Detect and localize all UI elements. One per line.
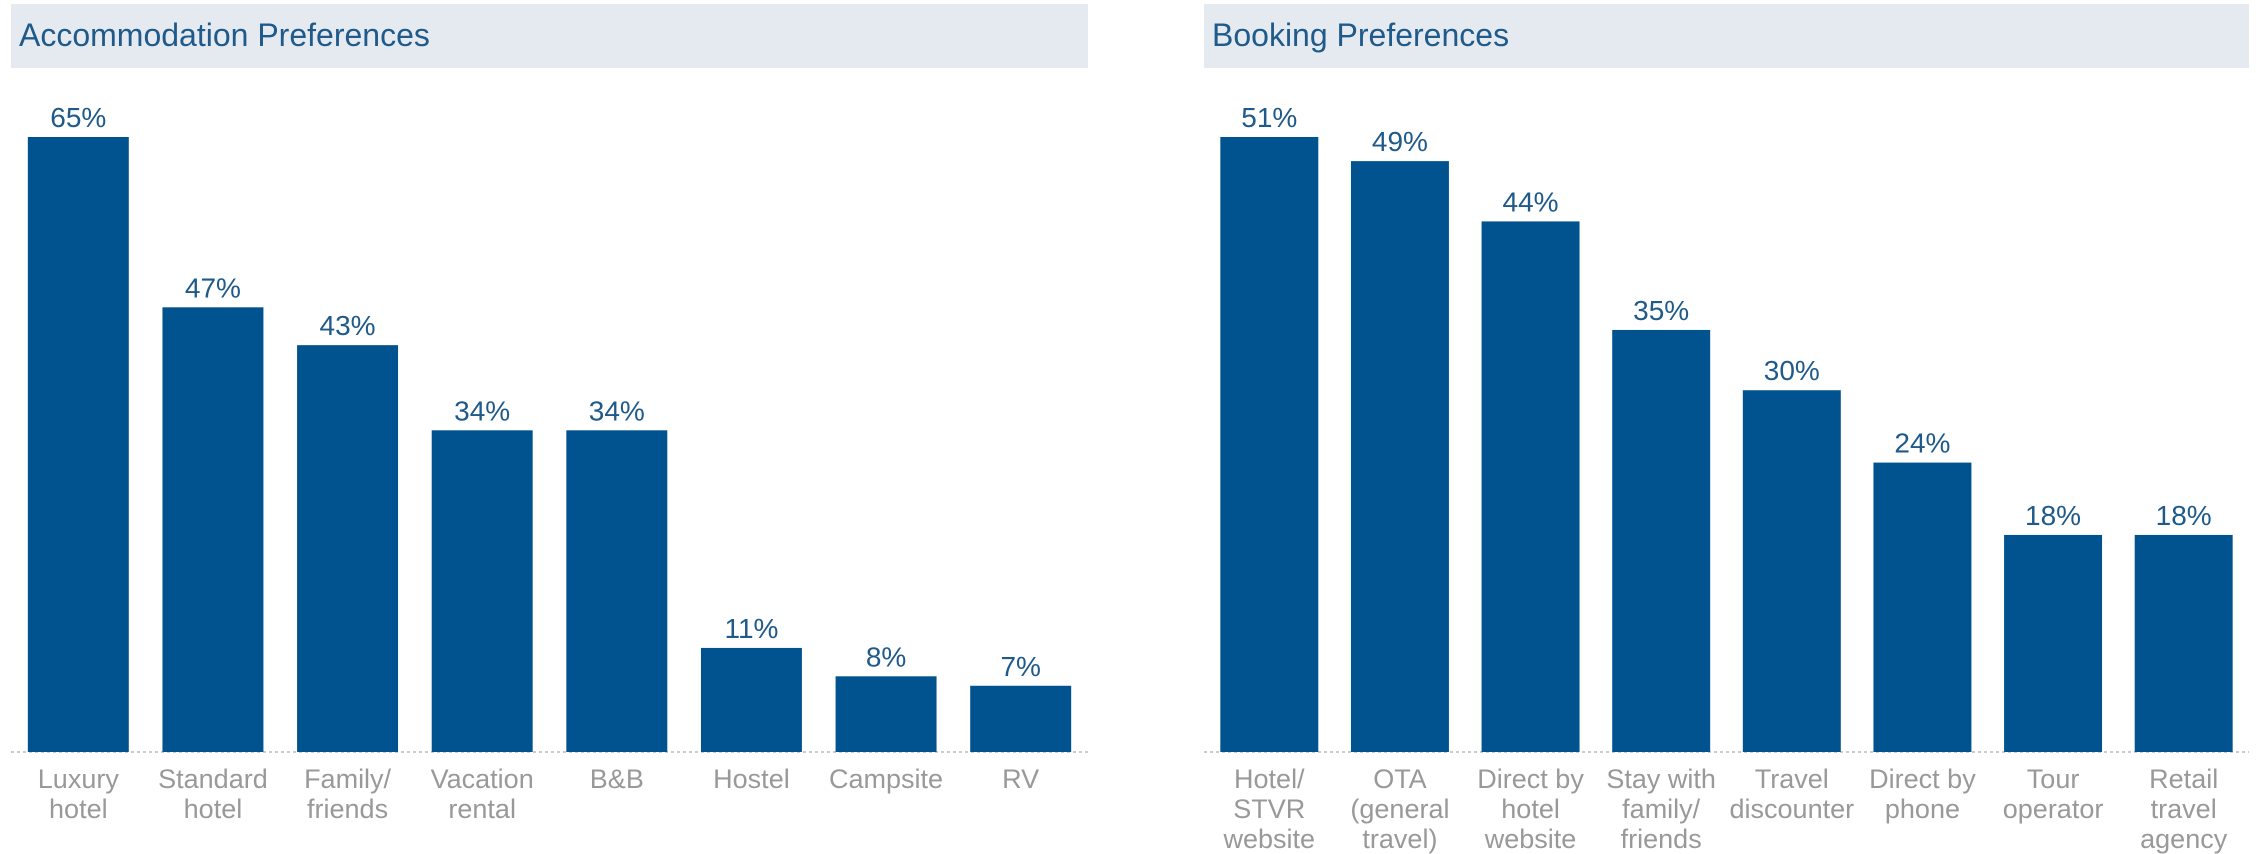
value-label: 47% [185,272,241,303]
value-label: 8% [866,641,906,672]
value-label: 18% [2025,500,2081,531]
bar [27,137,129,752]
category-label: Vacation rental [431,764,534,824]
category-label: Standard hotel [158,764,268,824]
bar [1873,462,1972,752]
category-label: Travel discounter [1730,764,1855,824]
bar [1350,161,1449,752]
category-label: Family/friends [304,764,391,824]
value-label: 51% [1241,102,1297,133]
value-label: 43% [320,310,376,341]
bar [1220,137,1319,752]
category-label: Hostel [713,764,790,794]
value-label: 18% [2156,500,2212,531]
bar [700,647,802,752]
category-label: OTA (general travel) [1350,764,1449,854]
value-label: 24% [1894,428,1950,459]
value-label: 44% [1503,186,1559,217]
bar [970,685,1072,752]
bar [835,676,937,752]
bar [2004,534,2103,752]
bar [2134,534,2233,752]
category-label: RV [1002,764,1039,794]
bar [1612,329,1711,752]
category-label: Retail travel agency [2140,764,2228,854]
value-label: 7% [1000,651,1040,682]
category-label: Luxury hotel [38,764,120,824]
bar [1481,221,1580,753]
value-label: 30% [1764,355,1820,386]
category-label: Tour operator [2003,764,2104,824]
title-bar [11,4,1088,68]
value-label: 49% [1372,126,1428,157]
chart-title: Booking Preferences [1212,17,1509,53]
bar [431,430,533,752]
value-label: 34% [589,395,645,426]
category-label: B&B [590,764,644,794]
title-bar [1204,4,2249,68]
bar [566,430,668,752]
category-label: Campsite [829,764,943,794]
bar [297,345,399,752]
value-label: 34% [454,395,510,426]
category-label: Stay with family/friends [1606,764,1716,854]
value-label: 11% [724,613,778,644]
value-label: 65% [50,102,106,133]
value-label: 35% [1633,295,1689,326]
category-label: Direct by phone [1869,764,1976,824]
category-label: Hotel/STVR website [1223,764,1316,854]
bar [1742,390,1841,752]
category-label: Direct by hotel website [1477,764,1584,854]
chart-title: Accommodation Preferences [19,17,430,53]
bar [162,307,264,752]
